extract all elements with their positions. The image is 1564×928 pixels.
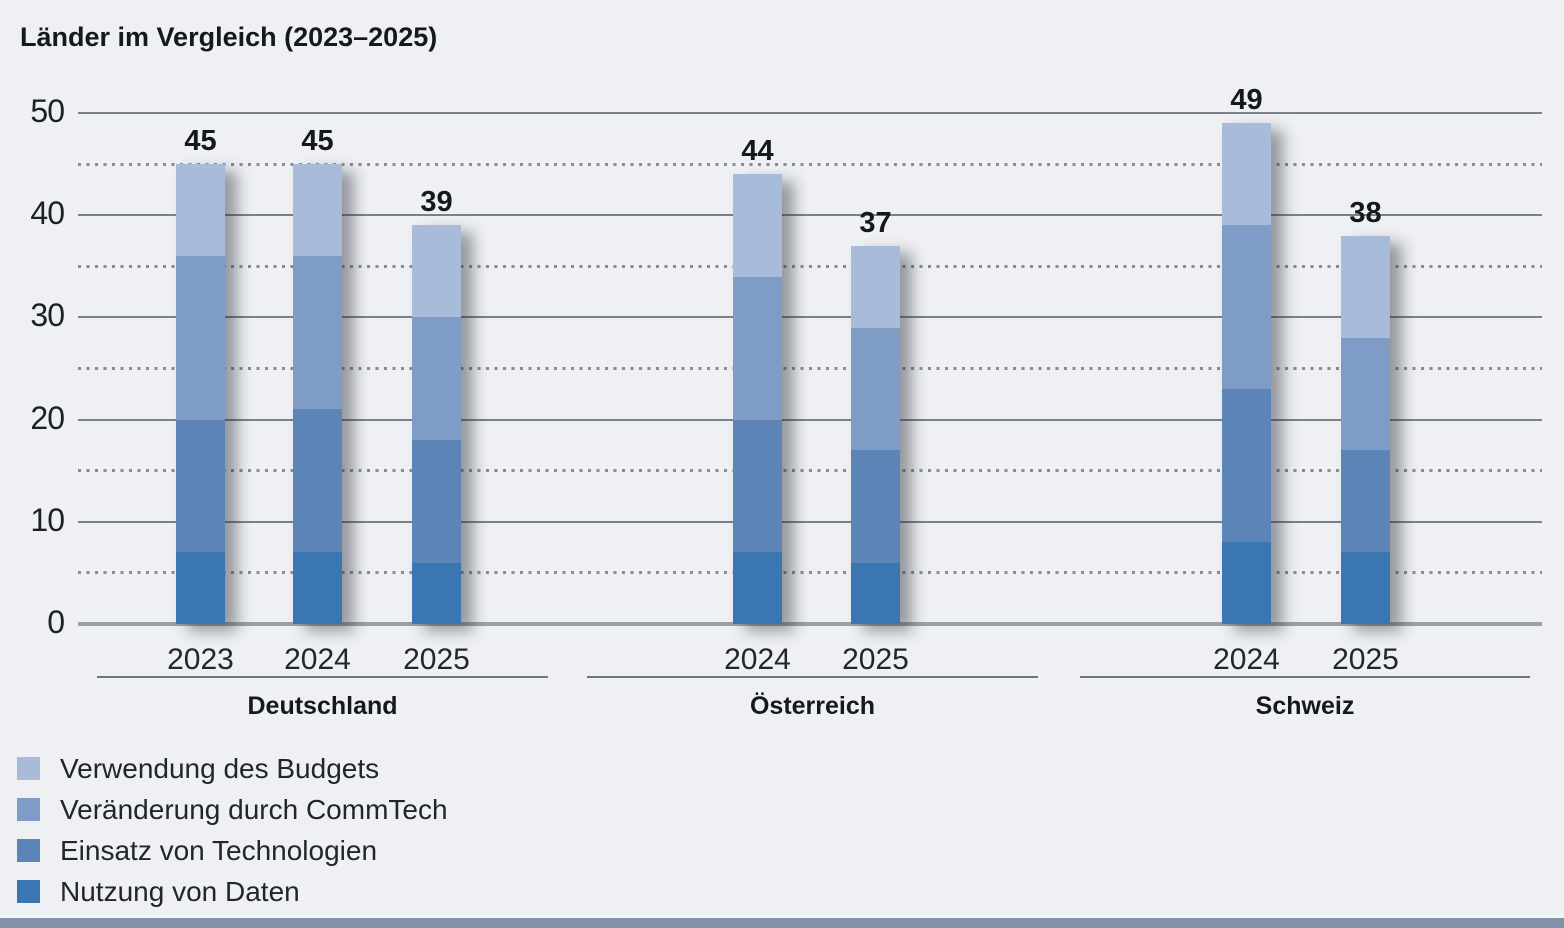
legend-swatch [17,839,40,862]
bar-segment [176,419,225,553]
bar-value-label: 38 [1349,196,1382,229]
gridline-dotted [78,469,1542,473]
stacked-bar [1222,123,1271,624]
x-axis-line [78,622,1542,626]
y-axis-tick-label: 0 [47,604,65,640]
stacked-bar [733,174,782,624]
bar-value-label: 44 [741,135,774,168]
bar-segment [293,164,342,257]
stacked-bar [1341,235,1390,624]
gridline-solid [78,214,1542,217]
legend-item: Verwendung des Budgets [17,748,448,789]
gridline-solid [78,520,1542,523]
legend-item: Veränderung durch CommTech [17,789,448,830]
legend-swatch [17,880,40,903]
bar-segment [293,552,342,624]
bar-segment [733,276,782,420]
stacked-bar [293,164,342,624]
y-axis-tick-label: 10 [30,501,65,538]
group-underline [97,676,548,678]
group-underline [1080,676,1530,678]
bar-value-label: 45 [184,125,217,158]
gridline-dotted [78,162,1542,166]
legend-label: Einsatz von Technologien [60,834,378,866]
gridline-dotted [78,264,1542,268]
bar-segment [733,419,782,553]
gridline-dotted [78,367,1542,370]
bar-value-label: 37 [859,206,892,239]
bar-segment [851,245,900,328]
bar-segment [851,450,900,563]
bar-segment [851,562,900,624]
x-axis-year-label: 2024 [724,643,791,676]
x-axis-year-label: 2025 [1332,643,1399,676]
bar-segment [1222,542,1271,624]
gridline-dotted [78,571,1542,575]
footer-strip [0,916,1564,928]
y-axis-tick-label: 30 [30,297,65,334]
bar-segment [733,552,782,624]
bar-value-label: 49 [1230,84,1263,117]
group-underline [587,676,1038,678]
bar-segment [176,256,225,420]
bar-segment [412,440,461,563]
legend-swatch [17,798,40,821]
x-axis-year-label: 2023 [167,643,234,676]
legend-label: Nutzung von Daten [60,875,300,907]
legend-label: Veränderung durch CommTech [60,793,448,825]
bar-segment [1222,123,1271,226]
bar-segment [1222,225,1271,389]
x-axis-year-label: 2024 [1213,643,1280,676]
chart-title: Länder im Vergleich (2023–2025) [20,22,438,52]
bar-segment [176,164,225,257]
gridline-solid [78,418,1542,421]
y-axis-tick-label: 50 [30,93,65,129]
legend-swatch [17,757,40,780]
bar-segment [1341,235,1390,338]
bar-segment [412,562,461,624]
legend-label: Verwendung des Budgets [60,752,380,784]
y-axis-tick-label: 40 [30,195,65,232]
bar-value-label: 39 [420,186,453,219]
bar-segment [293,256,342,410]
bar-segment [293,409,342,553]
bar-segment [176,552,225,624]
bar-segment [851,327,900,451]
bar-segment [1341,552,1390,624]
legend-item: Nutzung von Daten [17,871,448,912]
legend-item: Einsatz von Technologien [17,830,448,871]
gridline-solid [78,316,1542,319]
group-label: Österreich [749,692,876,720]
group-label: Deutschland [247,692,398,720]
stacked-bar [176,164,225,624]
stacked-bar [412,225,461,624]
bar-segment [412,225,461,318]
x-axis-year-label: 2025 [403,643,470,676]
group-label: Schweiz [1255,692,1355,720]
bar-segment [1341,337,1390,451]
gridline-solid [78,112,1542,114]
legend: Verwendung des Budgets Veränderung durch … [17,748,448,912]
x-axis-year-label: 2025 [842,643,909,676]
x-axis-year-label: 2024 [284,643,351,676]
bar-segment [1222,388,1271,543]
bar-value-label: 45 [301,125,334,158]
y-axis-tick-label: 20 [30,399,65,436]
stacked-bar [851,245,900,624]
bar-segment [412,317,461,440]
bar-segment [733,174,782,277]
bar-segment [1341,450,1390,553]
